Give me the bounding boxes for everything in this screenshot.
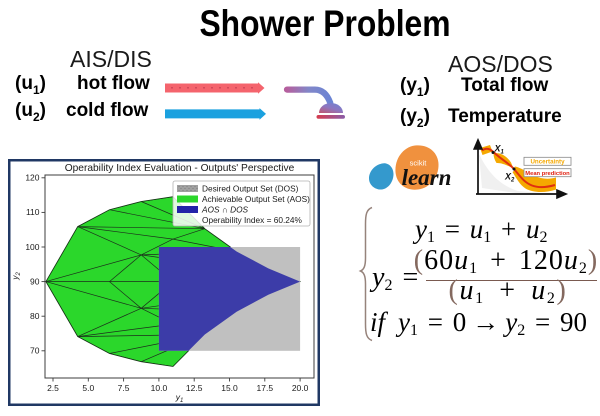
svg-text:X2: X2	[504, 172, 515, 184]
svg-text:Uncertainty: Uncertainty	[530, 158, 565, 165]
svg-text:2.5: 2.5	[47, 383, 59, 393]
svg-text:Operability Index = 60.24%: Operability Index = 60.24%	[202, 215, 302, 225]
svg-text:12.5: 12.5	[186, 383, 203, 393]
svg-text:120: 120	[25, 173, 39, 183]
svg-text:80: 80	[30, 311, 40, 321]
svg-text:Achievable Output Set (AOS): Achievable Output Set (AOS)	[202, 194, 310, 204]
svg-text:110: 110	[26, 207, 40, 217]
svg-text:10.0: 10.0	[151, 383, 168, 393]
svg-text:AOS ∩ DOS: AOS ∩ DOS	[201, 205, 249, 215]
svg-text:20.0: 20.0	[292, 383, 309, 393]
svg-text:15.0: 15.0	[221, 383, 238, 393]
svg-text:Mean prediction: Mean prediction	[525, 171, 570, 177]
svg-text:y1: y1	[175, 392, 184, 404]
svg-text:learn: learn	[402, 165, 452, 190]
svg-text:Operability Index Evaluation -: Operability Index Evaluation - Outputs' …	[65, 163, 295, 174]
svg-text:X1: X1	[494, 144, 505, 156]
svg-text:Desired Output Set (DOS): Desired Output Set (DOS)	[202, 184, 299, 194]
svg-text:scikit: scikit	[410, 159, 428, 168]
svg-text:70: 70	[30, 346, 40, 356]
svg-text:17.5: 17.5	[257, 383, 274, 393]
svg-text:100: 100	[25, 242, 39, 252]
svg-text:90: 90	[30, 276, 40, 286]
svg-text:5.0: 5.0	[82, 383, 94, 393]
svg-text:y2: y2	[10, 272, 22, 281]
svg-text:7.5: 7.5	[118, 383, 130, 393]
